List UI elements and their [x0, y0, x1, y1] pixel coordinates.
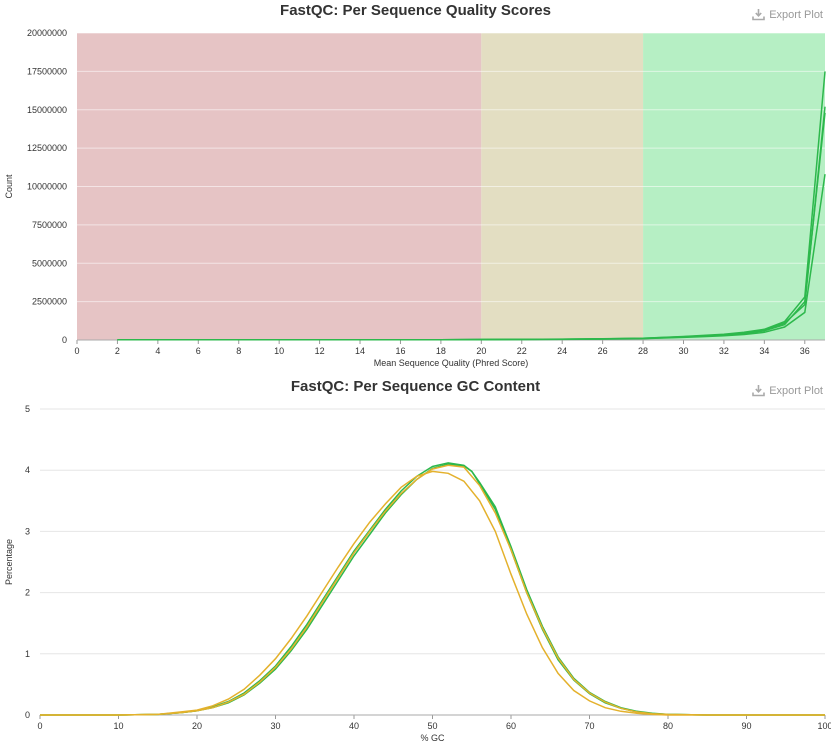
x-tick-label: 0: [74, 346, 79, 356]
x-axis-label: Mean Sequence Quality (Phred Score): [374, 358, 529, 368]
y-tick-label: 3: [25, 526, 30, 536]
x-tick-label: 24: [557, 346, 567, 356]
x-tick-label: 50: [427, 721, 437, 731]
x-tick-label: 16: [395, 346, 405, 356]
x-tick-label: 28: [638, 346, 648, 356]
quality-chart-title: FastQC: Per Sequence Quality Scores: [280, 2, 551, 19]
download-icon: [752, 9, 765, 21]
y-tick-label: 15000000: [27, 105, 67, 115]
x-tick-label: 30: [270, 721, 280, 731]
y-tick-label: 20000000: [27, 28, 67, 38]
x-tick-label: 0: [37, 721, 42, 731]
y-axis-label: Count: [4, 174, 14, 199]
x-tick-label: 20: [476, 346, 486, 356]
x-tick-label: 100: [817, 721, 831, 731]
y-tick-label: 7500000: [32, 220, 67, 230]
x-tick-label: 34: [759, 346, 769, 356]
series-line-1: [40, 462, 825, 716]
y-tick-label: 2: [25, 588, 30, 598]
x-tick-label: 36: [800, 346, 810, 356]
x-tick-label: 40: [349, 721, 359, 731]
y-tick-label: 5: [25, 404, 30, 414]
x-tick-label: 18: [436, 346, 446, 356]
x-tick-label: 70: [584, 721, 594, 731]
y-tick-label: 5000000: [32, 258, 67, 268]
x-axis-label: % GC: [420, 733, 445, 743]
x-tick-label: 20: [192, 721, 202, 731]
x-tick-label: 12: [315, 346, 325, 356]
x-tick-label: 4: [155, 346, 160, 356]
series-line-2: [40, 470, 825, 716]
x-tick-label: 8: [236, 346, 241, 356]
x-tick-label: 2: [115, 346, 120, 356]
gc-export-button[interactable]: Export Plot: [752, 384, 823, 397]
y-tick-label: 0: [25, 710, 30, 720]
x-tick-label: 10: [113, 721, 123, 731]
y-tick-label: 1: [25, 649, 30, 659]
quality-export-button[interactable]: Export Plot: [752, 8, 823, 21]
y-tick-label: 17500000: [27, 66, 67, 76]
gc-chart-title: FastQC: Per Sequence GC Content: [290, 378, 541, 395]
x-tick-label: 60: [506, 721, 516, 731]
y-tick-label: 2500000: [32, 297, 67, 307]
x-tick-label: 6: [196, 346, 201, 356]
y-tick-label: 4: [25, 465, 30, 475]
series-line-3: [117, 174, 826, 341]
x-tick-label: 22: [517, 346, 527, 356]
y-tick-label: 10000000: [27, 182, 67, 192]
series-line-0: [40, 463, 825, 716]
y-tick-label: 12500000: [27, 143, 67, 153]
quality-export-label: Export Plot: [769, 8, 823, 21]
download-icon: [752, 385, 765, 397]
x-tick-label: 90: [741, 721, 751, 731]
y-axis-label: Percentage: [4, 539, 14, 585]
gc-export-label: Export Plot: [769, 384, 823, 397]
y-tick-label: 0: [62, 335, 67, 345]
quality-scores-panel: FastQC: Per Sequence Quality Scores Expo…: [0, 0, 831, 372]
gc-content-panel: FastQC: Per Sequence GC Content Export P…: [0, 374, 831, 749]
x-tick-label: 26: [598, 346, 608, 356]
quality-scores-chart: 0 2500000 5000000 7500000 10000000 12500000 15…: [4, 28, 826, 368]
x-tick-label: 32: [719, 346, 729, 356]
series-line-3: [40, 464, 825, 716]
x-tick-label: 10: [274, 346, 284, 356]
x-tick-label: 14: [355, 346, 365, 356]
x-tick-label: 80: [663, 721, 673, 731]
x-tick-label: 30: [678, 346, 688, 356]
